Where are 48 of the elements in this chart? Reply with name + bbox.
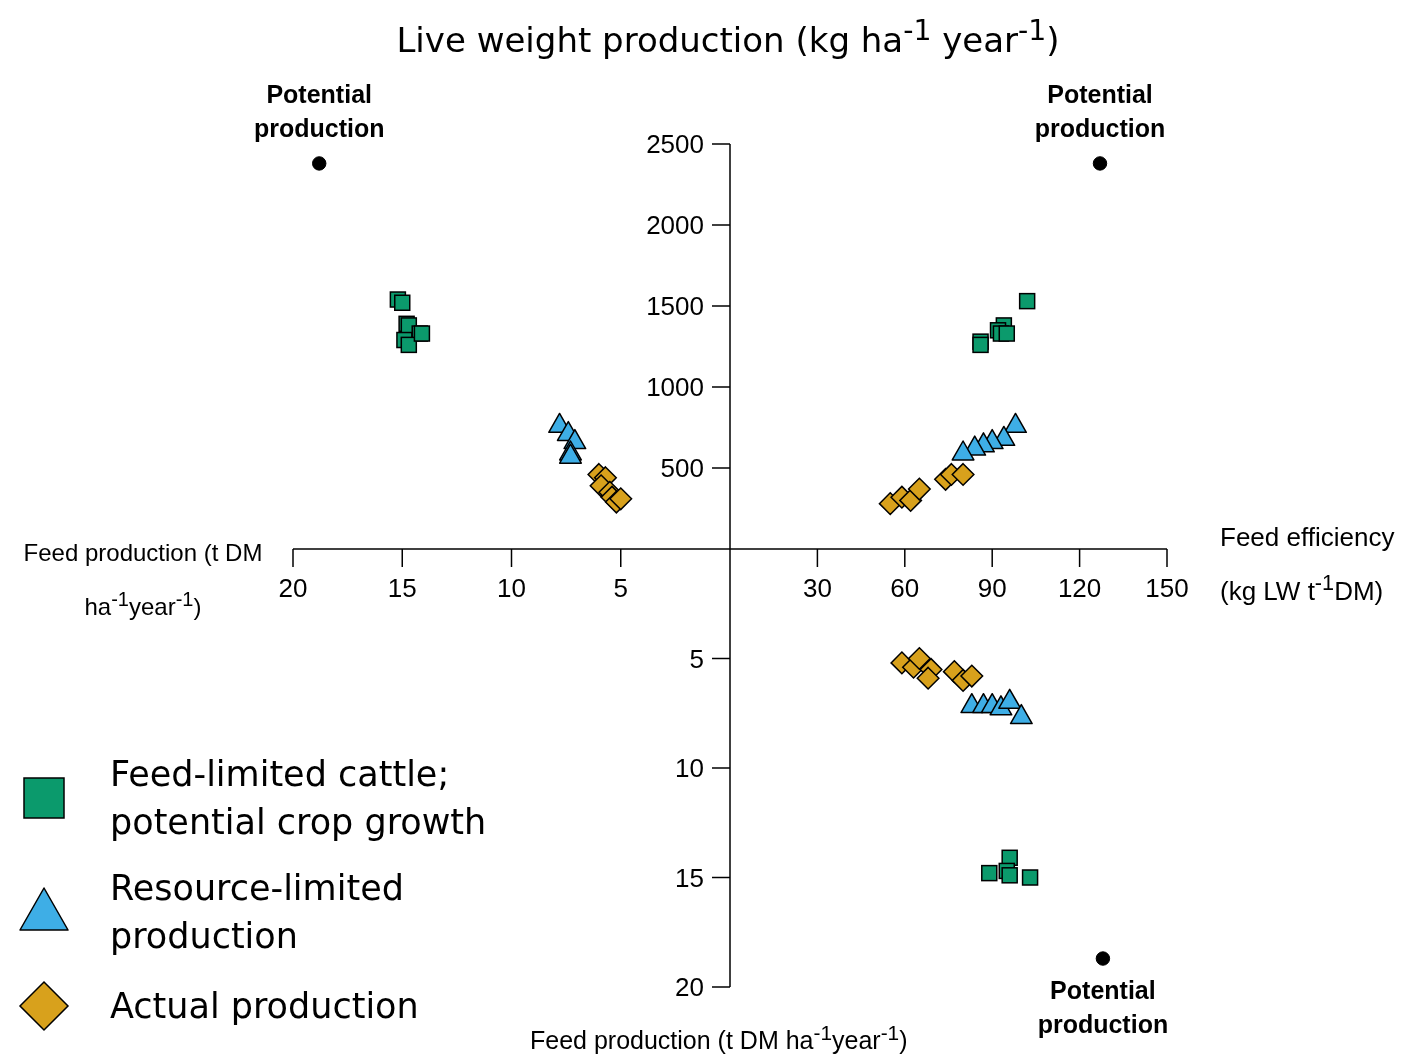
point bbox=[1018, 292, 1036, 310]
y-tick-label: 1000 bbox=[646, 372, 704, 403]
point bbox=[1001, 867, 1018, 884]
x-tick-label: 150 bbox=[1145, 573, 1189, 604]
x-tick-label: 15 bbox=[387, 573, 417, 604]
x-tick-label: 120 bbox=[1057, 573, 1102, 604]
legend-label: Feed-limited cattle; potential crop growth bbox=[110, 753, 488, 844]
x-axis-title: Feed efficiency (kg LW t$^{-1}$DM) bbox=[1220, 521, 1396, 608]
x-tick-label: 5 bbox=[613, 573, 628, 604]
y-tick-label: 500 bbox=[660, 453, 704, 484]
y-tick-label: 5 bbox=[689, 643, 704, 674]
point bbox=[916, 666, 940, 690]
x-tick-label: 10 bbox=[497, 573, 526, 604]
y-tick-label: 2000 bbox=[646, 210, 704, 241]
point bbox=[998, 325, 1016, 342]
point bbox=[1092, 156, 1108, 171]
point bbox=[1009, 703, 1033, 725]
point bbox=[1021, 869, 1039, 886]
y-tick-label: 1500 bbox=[646, 291, 704, 322]
point bbox=[1003, 412, 1028, 434]
x-tick-label: 60 bbox=[890, 573, 920, 604]
x-axis-title: Feed production (t DM ha$^{-1}$year$^{-1}$) bbox=[22, 538, 264, 622]
point bbox=[907, 477, 931, 501]
legend-label: Actual production bbox=[110, 985, 420, 1028]
point bbox=[951, 462, 975, 487]
x-tick-label: 20 bbox=[278, 573, 308, 604]
point bbox=[981, 864, 998, 882]
y-axis-title: Feed production (t DM ha$^{-1}$year$^{-1}$) bbox=[530, 1020, 908, 1056]
point bbox=[312, 156, 327, 171]
legend-label: Resource-limited production bbox=[110, 867, 405, 958]
annotation: Potential production bbox=[1034, 80, 1166, 143]
point bbox=[972, 336, 989, 354]
point bbox=[960, 664, 984, 688]
point bbox=[907, 646, 931, 671]
x-tick-label: 90 bbox=[977, 573, 1007, 604]
annotation: Potential production bbox=[253, 80, 385, 143]
y-tick-label: 2500 bbox=[646, 129, 704, 160]
point bbox=[1095, 951, 1111, 966]
y-tick-label: 20 bbox=[675, 972, 704, 1003]
point bbox=[394, 294, 411, 312]
point bbox=[951, 440, 975, 461]
y-tick-label: 15 bbox=[675, 862, 704, 893]
point bbox=[609, 487, 633, 511]
y-tick-label: 10 bbox=[675, 753, 704, 784]
point bbox=[998, 688, 1022, 709]
chart-title: Live weight production (kg ha$^{-1}$ year$^{-1}$) bbox=[395, 14, 1061, 61]
x-tick-label: 30 bbox=[802, 573, 832, 604]
annotation: Potential production bbox=[1037, 975, 1169, 1038]
